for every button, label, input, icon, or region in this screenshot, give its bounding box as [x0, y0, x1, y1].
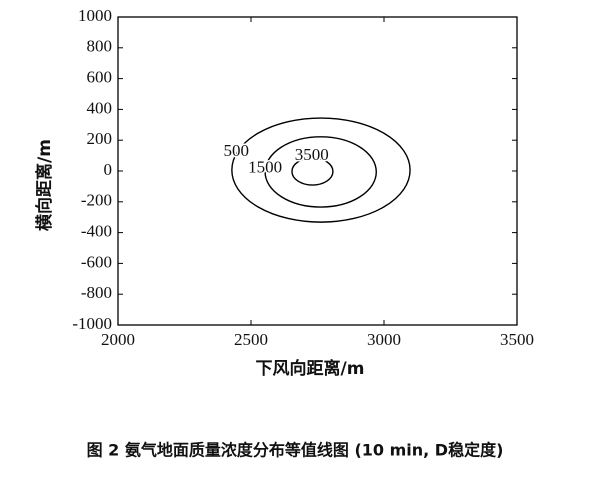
x-tick-label: 2000: [101, 330, 135, 349]
contour-line: [264, 136, 377, 208]
y-tick-label: -1000: [72, 314, 112, 333]
y-tick-label: 1000: [78, 6, 112, 25]
y-tick-label: 800: [87, 37, 113, 56]
contour-line: [291, 157, 334, 186]
caption: 图 2 氨气地面质量浓度分布等值线图 (10 min, D稳定度): [87, 441, 504, 460]
y-tick-label: -800: [81, 283, 112, 302]
y-tick-label: 400: [87, 98, 113, 117]
x-axis-label: 下风向距离/m: [256, 358, 365, 379]
y-tick-label: -600: [81, 252, 112, 271]
x-tick-label: 3500: [500, 330, 534, 349]
y-tick-label: 0: [104, 160, 113, 179]
x-tick-label: 3000: [367, 330, 401, 349]
y-tick-label: -400: [81, 222, 112, 241]
contour-label: 500: [223, 141, 249, 160]
contour-label: 1500: [248, 158, 282, 177]
x-tick-label: 2500: [234, 330, 268, 349]
y-tick-label: -200: [81, 191, 112, 210]
contour-line: [231, 117, 411, 223]
y-axis-label: 横向距离/m: [34, 139, 55, 231]
y-tick-label: 600: [87, 68, 113, 87]
contour-label: 3500: [295, 145, 329, 164]
y-tick-label: 200: [87, 129, 113, 148]
